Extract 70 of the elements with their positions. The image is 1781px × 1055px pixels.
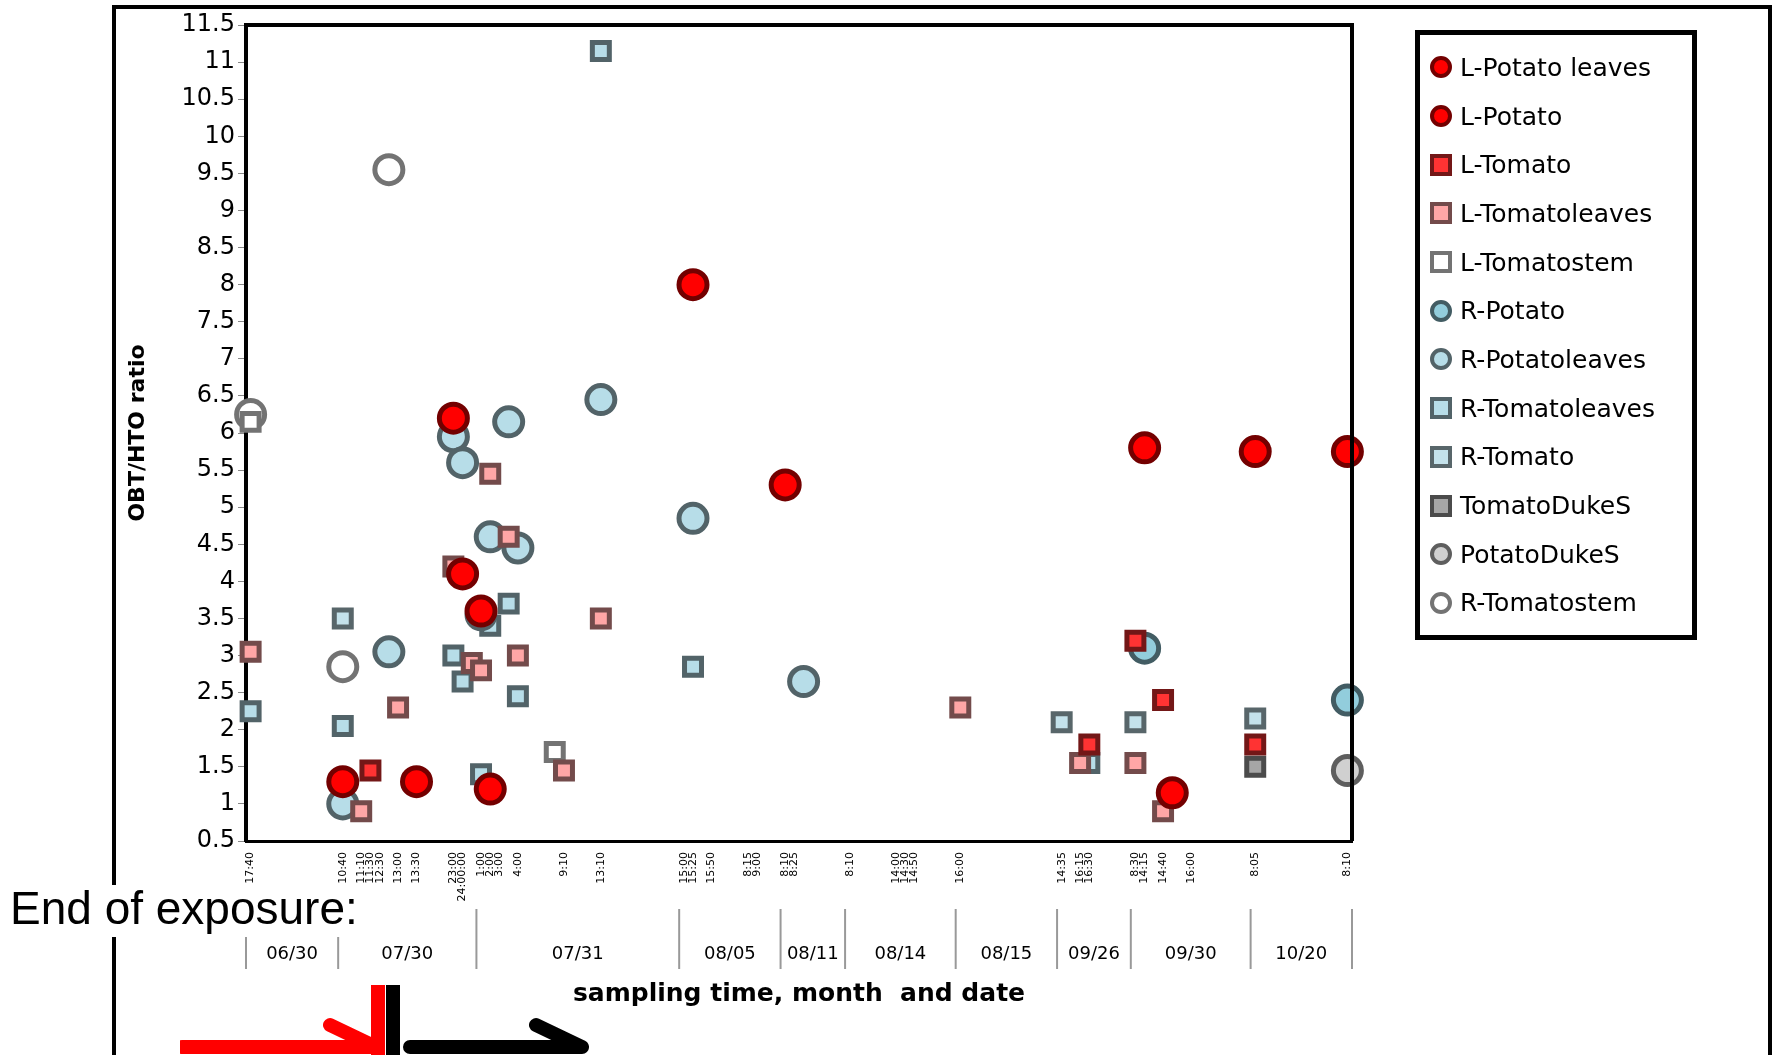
y-tick-label: 3.5 [196, 602, 235, 631]
y-tick-label: 9.5 [196, 157, 235, 186]
legend-label: R-Potatoleaves [1460, 344, 1646, 374]
y-tick-label: 5.5 [196, 454, 235, 483]
x-tick-label: 14:15 [1137, 852, 1151, 884]
y-tick-label: 6 [219, 417, 235, 446]
x-tick-label: 24:00:00 [455, 852, 469, 902]
y-tick-label: 3 [219, 639, 235, 668]
x-tick-label: 12:30 [372, 852, 386, 884]
x-tick-label: 8:05 [1248, 852, 1262, 877]
y-tick-label: 8 [219, 268, 235, 297]
x-tick-label: 8:25 [787, 852, 801, 877]
x-tick-label: 16:00 [1183, 852, 1197, 884]
text: 10/20 [1275, 941, 1328, 963]
x-tick-label: 16:00 [953, 852, 967, 884]
text: 08/11 [786, 941, 839, 963]
text: 07/30 [381, 941, 434, 963]
text: 08/14 [874, 941, 927, 963]
text: 09/30 [1164, 941, 1217, 963]
x-tick-label: 13:10 [593, 852, 607, 884]
y-tick-label: 9 [219, 194, 235, 223]
legend-label: L-Potato leaves [1460, 52, 1652, 82]
text: 08/15 [980, 941, 1033, 963]
text: 09/26 [1068, 941, 1120, 963]
y-tick-label: 4 [219, 565, 235, 594]
x-axis-title: sampling time, month and date [572, 977, 1026, 1007]
x-tick-label: 14:35 [1054, 852, 1068, 884]
x-tick-label: 15:50 [704, 852, 718, 884]
x-tick-label: 14:40 [1155, 852, 1169, 884]
legend-label: R-Tomatoleaves [1460, 393, 1656, 423]
legend-label: L-Tomato [1460, 150, 1572, 180]
y-tick-label: 0.5 [196, 825, 235, 854]
y-tick-label: 1.5 [196, 751, 235, 780]
x-tick-label: 9:10 [556, 852, 570, 877]
legend-label: L-Potato [1460, 101, 1563, 131]
y-tick-label: 11.5 [181, 9, 235, 38]
x-tick-label: 4:00 [510, 852, 524, 877]
y-tick-label: 6.5 [196, 380, 235, 409]
text: 08/05 [703, 941, 756, 963]
legend-label: TomatoDukeS [1460, 491, 1632, 521]
legend-label: R-Tomato [1460, 442, 1575, 472]
y-tick-label: 10.5 [181, 83, 235, 112]
y-tick-label: 11 [204, 46, 235, 75]
legend-label: R-Potato [1460, 296, 1566, 326]
legend-label: L-Tomatostem [1460, 247, 1634, 277]
y-tick-label: 2 [219, 713, 235, 742]
x-tick-label: 10:40 [335, 852, 349, 884]
text: 06/30 [266, 941, 319, 963]
y-tick-label: 7 [219, 343, 235, 372]
x-tick-label: 13:30 [409, 852, 423, 884]
x-tick-label: 17:40 [243, 852, 257, 884]
x-tick-label: 9:00 [750, 852, 764, 877]
x-tick-label: 8:10 [842, 852, 856, 877]
legend-label: L-Tomatoleaves [1460, 198, 1653, 228]
y-tick-label: 8.5 [196, 231, 235, 260]
y-tick-label: 5 [219, 491, 235, 520]
y-tick-label: 2.5 [196, 676, 235, 705]
y-tick-label: 7.5 [196, 305, 235, 334]
y-axis-title: OBT/HTO ratio [123, 344, 149, 522]
legend-label: R-Tomatostem [1460, 588, 1637, 618]
y-tick-label: 1 [219, 788, 235, 817]
y-tick-label: 10 [204, 120, 235, 149]
x-tick-label: 13:00 [390, 852, 404, 884]
x-tick-label: 8:10 [1340, 852, 1354, 877]
x-tick-label: 14:50 [907, 852, 921, 884]
x-tick-label: 15:25 [685, 852, 699, 884]
text: 07/31 [551, 941, 604, 963]
legend-label: PotatoDukeS [1460, 539, 1620, 569]
y-tick-label: 4.5 [196, 528, 235, 557]
x-tick-label: 3:00 [492, 852, 506, 877]
